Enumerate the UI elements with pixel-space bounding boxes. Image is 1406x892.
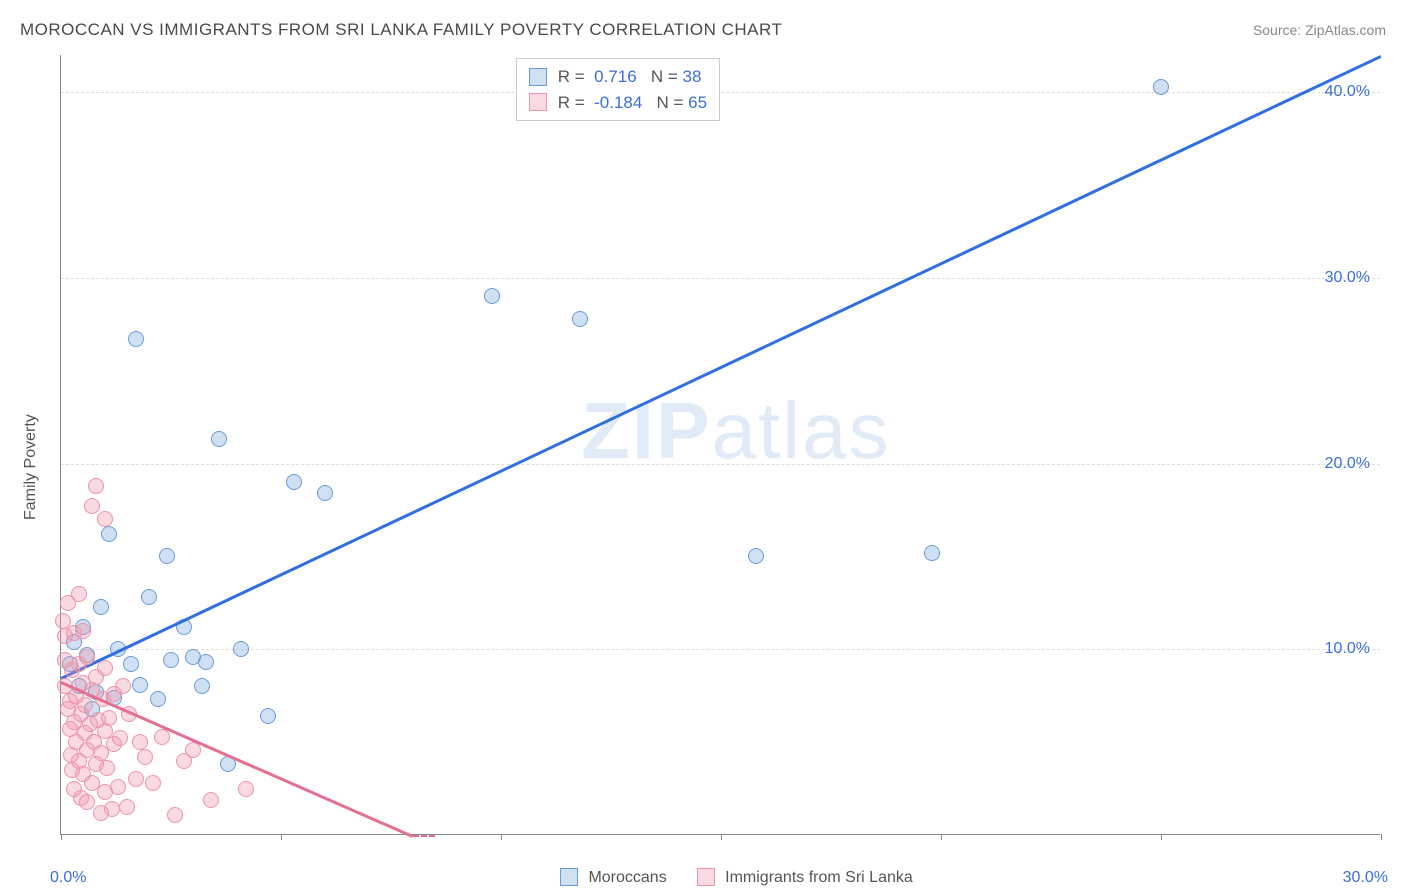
trend-line <box>60 55 1381 679</box>
data-point <box>119 799 135 815</box>
data-point <box>112 730 128 746</box>
gridline <box>61 649 1380 650</box>
data-point <box>154 729 170 745</box>
data-point <box>150 691 166 707</box>
data-point <box>132 677 148 693</box>
data-point <box>132 734 148 750</box>
data-point <box>110 779 126 795</box>
data-point <box>159 548 175 564</box>
data-point <box>99 760 115 776</box>
gridline <box>61 464 1380 465</box>
data-point <box>572 311 588 327</box>
data-point <box>71 586 87 602</box>
data-point <box>194 678 210 694</box>
data-point <box>101 710 117 726</box>
x-axis-label-left: 0.0% <box>50 869 86 887</box>
data-point <box>128 331 144 347</box>
data-point <box>233 641 249 657</box>
data-point <box>748 548 764 564</box>
data-point <box>93 599 109 615</box>
data-point <box>203 792 219 808</box>
data-point <box>97 511 113 527</box>
data-point <box>75 623 91 639</box>
x-tick <box>61 834 62 840</box>
x-tick <box>941 834 942 840</box>
data-point <box>137 749 153 765</box>
data-point <box>317 485 333 501</box>
data-point <box>84 498 100 514</box>
data-point <box>141 589 157 605</box>
y-tick-label: 10.0% <box>1325 640 1370 658</box>
x-tick <box>1381 834 1382 840</box>
y-tick-label: 30.0% <box>1325 269 1370 287</box>
watermark-rest: atlas <box>711 386 890 475</box>
y-tick-label: 40.0% <box>1325 83 1370 101</box>
legend-bottom: Moroccans Immigrants from Sri Lanka <box>560 868 943 888</box>
trend-line-dash <box>413 835 435 837</box>
data-point <box>286 474 302 490</box>
source-label: Source: ZipAtlas.com <box>1253 22 1386 38</box>
x-tick <box>721 834 722 840</box>
data-point <box>211 431 227 447</box>
data-point <box>97 660 113 676</box>
gridline <box>61 278 1380 279</box>
data-point <box>260 708 276 724</box>
legend-stats: R = 0.716 N = 38 R = -0.184 N = 65 <box>516 58 720 121</box>
gridline <box>61 92 1380 93</box>
data-point <box>104 801 120 817</box>
data-point <box>163 652 179 668</box>
data-point <box>115 678 131 694</box>
x-tick <box>281 834 282 840</box>
x-tick <box>1161 834 1162 840</box>
y-tick-label: 20.0% <box>1325 455 1370 473</box>
plot-area: ZIPatlas 10.0% 20.0% 30.0% 40.0% R = 0.716 … <box>60 55 1380 835</box>
y-axis-label: Family Poverty <box>22 414 40 520</box>
x-axis-label-right: 30.0% <box>1343 869 1388 887</box>
data-point <box>924 545 940 561</box>
data-point <box>167 807 183 823</box>
data-point <box>238 781 254 797</box>
data-point <box>123 656 139 672</box>
watermark-bold: ZIP <box>581 386 711 475</box>
data-point <box>198 654 214 670</box>
x-tick <box>501 834 502 840</box>
data-point <box>101 526 117 542</box>
chart-title: MOROCCAN VS IMMIGRANTS FROM SRI LANKA FA… <box>20 20 782 40</box>
data-point <box>77 697 93 713</box>
data-point <box>79 649 95 665</box>
data-point <box>88 478 104 494</box>
data-point <box>128 771 144 787</box>
data-point <box>79 794 95 810</box>
data-point <box>145 775 161 791</box>
data-point <box>484 288 500 304</box>
data-point <box>1153 79 1169 95</box>
